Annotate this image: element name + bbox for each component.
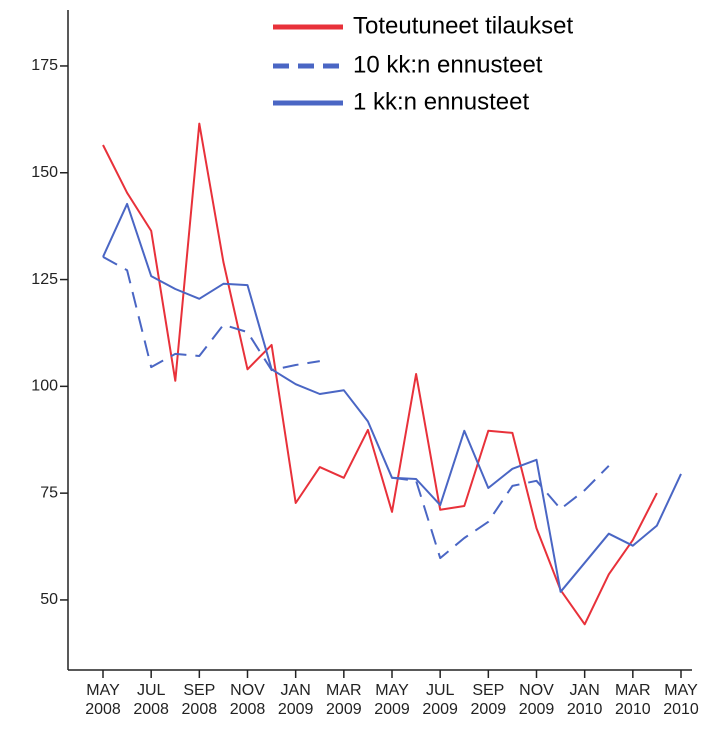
x-tick-label: 2008: [182, 701, 218, 718]
legend-label: 1 kk:n ennusteet: [353, 88, 529, 115]
legend-label: Toteutuneet tilaukset: [353, 12, 573, 39]
y-tick-label: 125: [31, 271, 58, 288]
y-tick-label: 100: [31, 378, 58, 395]
x-tick-label: JUL: [137, 682, 166, 699]
x-tick-label: JUL: [426, 682, 455, 699]
x-tick-label: SEP: [472, 682, 504, 699]
x-tick-label: 2009: [519, 701, 555, 718]
series-line: [102, 202, 682, 593]
x-tick-label: 2009: [422, 701, 458, 718]
x-tick-label: 2008: [133, 701, 169, 718]
x-tick-label: 2009: [278, 701, 314, 718]
x-tick-label: MAR: [615, 682, 651, 699]
x-tick-label: MAY: [664, 682, 698, 699]
x-tick-label: 2008: [230, 701, 266, 718]
y-tick-label: 75: [40, 484, 58, 501]
x-tick-label: MAR: [326, 682, 362, 699]
x-tick-label: 2009: [326, 701, 362, 718]
x-tick-label: NOV: [230, 682, 265, 699]
x-tick-label: 2010: [615, 701, 651, 718]
x-tick-label: MAY: [375, 682, 409, 699]
series-line: [102, 122, 658, 626]
x-tick-label: 2009: [374, 701, 410, 718]
x-tick-label: NOV: [519, 682, 554, 699]
y-tick-label: 175: [31, 57, 58, 74]
x-tick-label: SEP: [183, 682, 215, 699]
x-tick-label: 2010: [663, 701, 699, 718]
series-line: [102, 256, 610, 560]
y-tick-label: 150: [31, 164, 58, 181]
x-tick-label: 2010: [567, 701, 603, 718]
x-tick-label: 2009: [471, 701, 507, 718]
legend-label: 10 kk:n ennusteet: [353, 51, 543, 78]
x-tick-label: 2008: [85, 701, 121, 718]
x-tick-label: MAY: [86, 682, 120, 699]
x-tick-label: JAN: [570, 682, 600, 699]
x-tick-label: JAN: [281, 682, 311, 699]
y-tick-label: 50: [40, 591, 58, 608]
